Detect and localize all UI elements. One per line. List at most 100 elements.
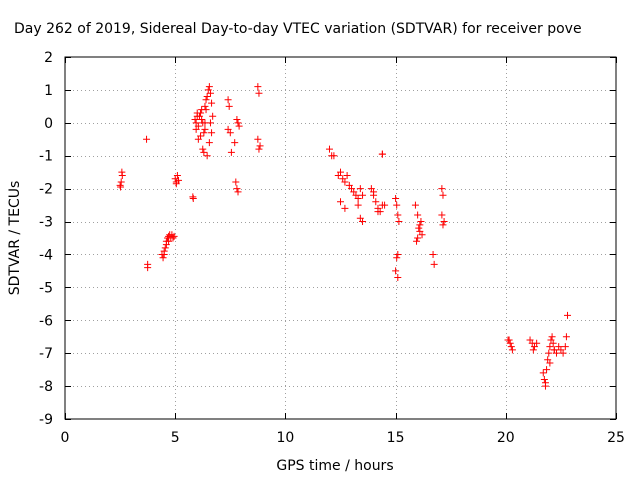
data-point [545,349,553,357]
plot-frame [64,56,617,420]
data-point [173,171,181,179]
data-point [416,221,424,229]
y-tick-label: -5 [39,280,53,296]
data-point [161,244,169,252]
y-tick-label: -9 [39,412,53,428]
data-point [227,148,235,156]
data-point [234,119,242,127]
data-point [194,135,202,143]
data-point [200,129,208,137]
x-tick-label: 20 [497,430,515,446]
data-point [337,168,344,176]
data-points [116,83,572,390]
data-point [561,343,569,351]
data-point [414,211,422,219]
data-point [189,195,197,203]
x-tick-label: 15 [387,430,405,446]
data-point [159,254,167,262]
data-point [548,333,556,341]
data-point [165,237,173,245]
data-point [205,83,213,91]
data-point [225,102,233,110]
data-point [507,343,515,351]
grid-lines [65,57,616,419]
y-tick-label: -3 [39,215,53,231]
data-point [325,145,333,153]
data-point [144,264,152,272]
axis-ticks [65,57,617,420]
data-point [198,116,206,124]
data-point [201,125,209,133]
data-point [414,234,422,242]
data-point [341,204,349,212]
x-axis-title: GPS time / hours [276,458,393,474]
data-point [160,247,168,255]
data-point [354,195,362,203]
data-point [202,106,210,114]
data-point [529,346,537,354]
data-point [546,343,554,351]
data-point [549,339,557,347]
data-point [562,333,570,341]
data-point [372,198,380,206]
data-point [232,178,240,186]
data-point [117,183,125,191]
y-tick-label: -2 [39,182,53,198]
data-point [254,83,262,91]
data-point [394,273,402,281]
data-point [202,96,210,104]
y-tick-label: 0 [44,116,53,132]
data-point [224,96,232,104]
data-point [201,102,209,110]
data-point [438,185,446,193]
data-point [394,211,402,219]
y-tick-label: -4 [39,247,53,263]
data-point [416,227,424,235]
data-point [533,339,541,347]
data-point [438,211,446,219]
data-point [354,201,362,209]
data-point [343,171,351,179]
data-point [256,142,264,150]
y-tick-label: -8 [39,379,53,395]
y-tick-label: -1 [39,149,53,165]
data-point [440,218,448,226]
data-point [208,129,216,137]
data-point [199,145,207,153]
data-point [172,180,180,188]
x-tick-label: 25 [607,430,625,446]
data-point [170,232,178,240]
data-point [224,125,232,133]
data-point [413,237,421,245]
data-point [550,346,558,354]
data-point [254,135,262,143]
data-point [374,208,382,216]
data-point [117,178,125,186]
data-point [381,201,389,209]
y-axis-title: SDTVAR / TECUs [7,181,23,296]
data-point [394,250,402,258]
data-point [192,119,200,127]
data-point [118,168,126,176]
data-point [546,359,554,367]
data-point [505,336,513,344]
data-point [392,267,400,275]
y-tick-label: 1 [44,83,53,99]
data-point [197,109,205,117]
data-point [359,218,367,226]
data-point [429,250,437,258]
data-point [439,191,447,199]
data-point [233,185,241,193]
chart-title: Day 262 of 2019, Sidereal Day-to-day VTE… [14,21,582,37]
data-point [234,188,242,196]
data-point [506,339,514,347]
data-point [415,224,423,232]
data-point [540,376,548,384]
data-point [341,178,349,186]
data-point [143,135,151,143]
data-point [393,201,401,209]
data-point [370,191,378,199]
data-point [543,366,551,374]
